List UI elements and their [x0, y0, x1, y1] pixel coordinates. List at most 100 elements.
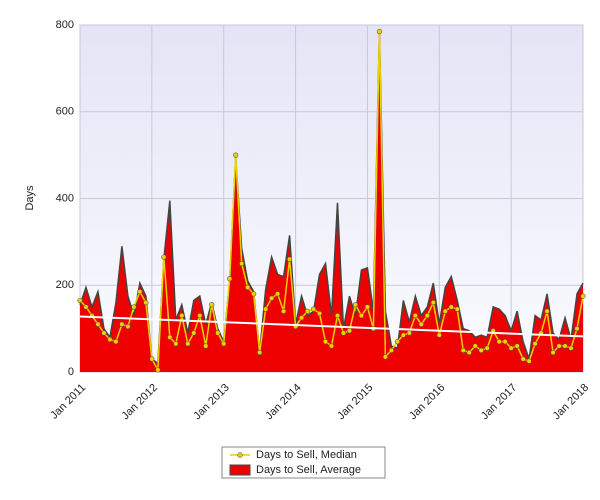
point: [406, 330, 412, 336]
x-tick-label: Jan 2017: [479, 382, 519, 422]
point: [125, 323, 131, 330]
point: [340, 330, 347, 336]
point: [448, 304, 454, 310]
point: [280, 308, 287, 314]
x-tick-label: Jan 2015: [335, 382, 375, 422]
point: [568, 345, 574, 351]
legend-label: Days to Sell, Average: [256, 464, 361, 476]
point: [382, 354, 388, 360]
x-tick-label: Jan 2013: [191, 382, 231, 422]
point: [346, 328, 353, 334]
point: [580, 293, 586, 299]
point: [430, 300, 436, 306]
point: [304, 308, 311, 314]
legend-marker: [237, 452, 243, 458]
trend-line: [79, 315, 584, 338]
point: [143, 300, 149, 306]
point: [316, 310, 323, 317]
y-axis-label: Days: [24, 185, 36, 211]
y-tick-label: 400: [56, 192, 74, 204]
point: [352, 302, 359, 308]
point: [179, 313, 185, 319]
point: [227, 276, 233, 282]
point: [245, 284, 251, 291]
point: [286, 256, 293, 262]
point: [562, 343, 568, 349]
point: [275, 291, 281, 297]
point: [191, 330, 197, 336]
point: [532, 341, 538, 347]
legend-swatch: [229, 464, 251, 476]
point: [197, 313, 203, 319]
point: [358, 313, 365, 319]
point: [484, 345, 490, 351]
point: [101, 330, 107, 336]
x-tick-label: Jan 2012: [120, 382, 160, 422]
y-tick-label: 800: [56, 19, 74, 31]
point: [298, 315, 305, 321]
point: [454, 306, 460, 312]
point: [203, 343, 209, 349]
point: [388, 347, 394, 353]
legend-label: Days to Sell, Median: [256, 449, 357, 461]
point: [376, 28, 383, 35]
point: [83, 304, 89, 310]
point: [119, 321, 125, 327]
point: [574, 326, 580, 332]
point: [556, 343, 562, 349]
point: [328, 343, 335, 349]
point: [77, 297, 83, 304]
point: [478, 347, 484, 353]
point: [472, 343, 478, 349]
point: [502, 339, 508, 345]
point: [436, 332, 442, 338]
point: [173, 341, 179, 347]
point: [496, 339, 502, 345]
point: [167, 334, 173, 340]
point: [508, 345, 514, 351]
point: [137, 289, 143, 295]
point: [424, 313, 430, 319]
point: [322, 339, 329, 345]
point: [251, 291, 257, 297]
point: [466, 349, 472, 356]
point: [400, 332, 406, 338]
point: [95, 321, 101, 327]
point: [520, 356, 526, 362]
point: [334, 313, 341, 319]
x-tick-label: Jan 2011: [48, 382, 88, 422]
point: [412, 313, 418, 319]
point: [544, 308, 550, 314]
point: [215, 330, 221, 336]
point: [239, 260, 245, 267]
point: [418, 321, 424, 327]
point: [221, 341, 227, 347]
y-tick-label: 600: [56, 106, 74, 118]
legend: Days to Sell, Median Days to Sell, Averag…: [221, 446, 386, 479]
x-tick-label: Jan 2018: [551, 382, 591, 422]
y-tick-label: 0: [68, 366, 74, 378]
point: [394, 339, 400, 345]
point: [131, 304, 137, 310]
point: [514, 343, 520, 349]
point: [257, 349, 263, 356]
point: [209, 302, 215, 308]
point: [364, 304, 371, 310]
point: [113, 339, 119, 345]
x-tick-label: Jan 2014: [263, 382, 303, 422]
point: [310, 306, 317, 312]
point: [161, 254, 167, 260]
point: [550, 349, 556, 356]
point: [442, 308, 448, 314]
point: [263, 306, 269, 312]
point: [269, 295, 275, 301]
point: [149, 356, 155, 362]
point: [107, 336, 113, 343]
point: [155, 367, 161, 373]
point: [460, 347, 466, 353]
point: [185, 341, 191, 347]
point: [526, 358, 532, 364]
x-tick-label: Jan 2016: [407, 382, 447, 422]
y-tick-label: 200: [56, 279, 74, 291]
